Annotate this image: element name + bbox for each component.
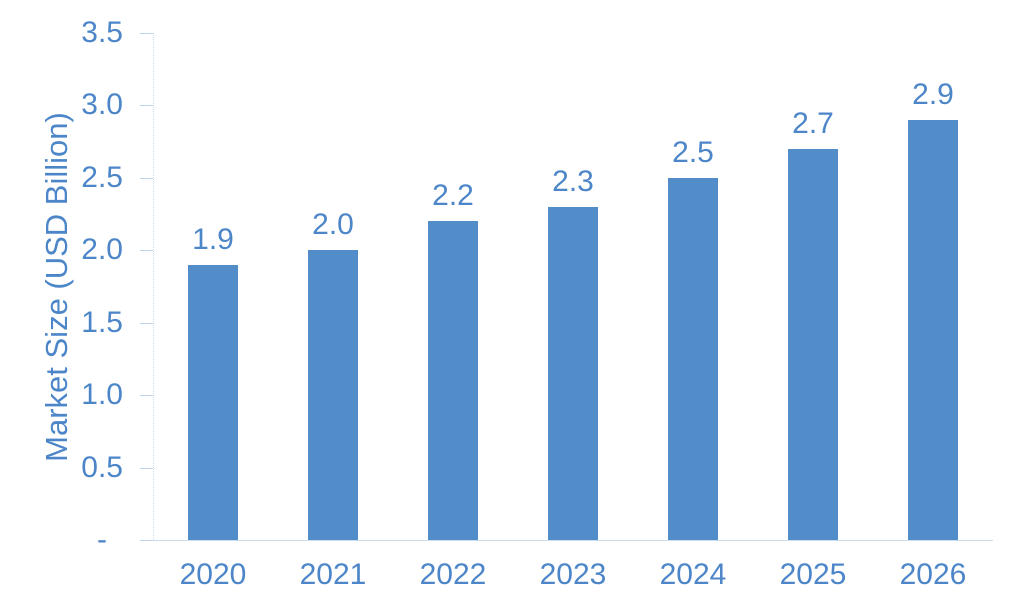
bar-2023 [548, 207, 598, 540]
bar-value-label: 2.0 [312, 208, 354, 241]
y-tick-label: 3.5 [81, 16, 123, 49]
y-tick-mark [140, 250, 153, 251]
x-tick-label: 2022 [419, 558, 487, 591]
y-tick-mark [140, 395, 153, 396]
y-tick-label: 3.0 [81, 88, 123, 121]
y-tick-label: 2.0 [81, 233, 123, 266]
y-tick-label: 2.5 [81, 161, 123, 194]
bar-2020 [188, 265, 238, 540]
y-tick-label: 1.5 [81, 306, 123, 339]
bar-value-label: 2.2 [432, 179, 474, 212]
y-axis-line [153, 33, 154, 540]
x-tick-label: 2020 [179, 558, 247, 591]
y-tick-label: - [97, 523, 107, 556]
y-tick-mark [140, 33, 153, 34]
bar-value-label: 1.9 [192, 223, 234, 256]
bar-2022 [428, 221, 478, 540]
x-tick-label: 2025 [779, 558, 847, 591]
y-tick-mark [140, 540, 153, 541]
bar-value-label: 2.3 [552, 165, 594, 198]
y-tick-mark [140, 468, 153, 469]
bar-2021 [308, 250, 358, 540]
x-axis-line [153, 540, 993, 541]
y-tick-mark [140, 105, 153, 106]
bar-value-label: 2.9 [912, 78, 954, 111]
bar-2026 [908, 120, 958, 540]
bar-value-label: 2.5 [672, 136, 714, 169]
x-tick-label: 2023 [539, 558, 607, 591]
x-tick-label: 2021 [299, 558, 367, 591]
y-tick-label: 1.0 [81, 378, 123, 411]
y-tick-label: 0.5 [81, 451, 123, 484]
bar-2025 [788, 149, 838, 540]
y-tick-mark [140, 178, 153, 179]
y-tick-mark [140, 323, 153, 324]
x-tick-label: 2024 [659, 558, 727, 591]
x-tick-label: 2026 [899, 558, 967, 591]
bar-value-label: 2.7 [792, 107, 834, 140]
bar-2024 [668, 178, 718, 540]
